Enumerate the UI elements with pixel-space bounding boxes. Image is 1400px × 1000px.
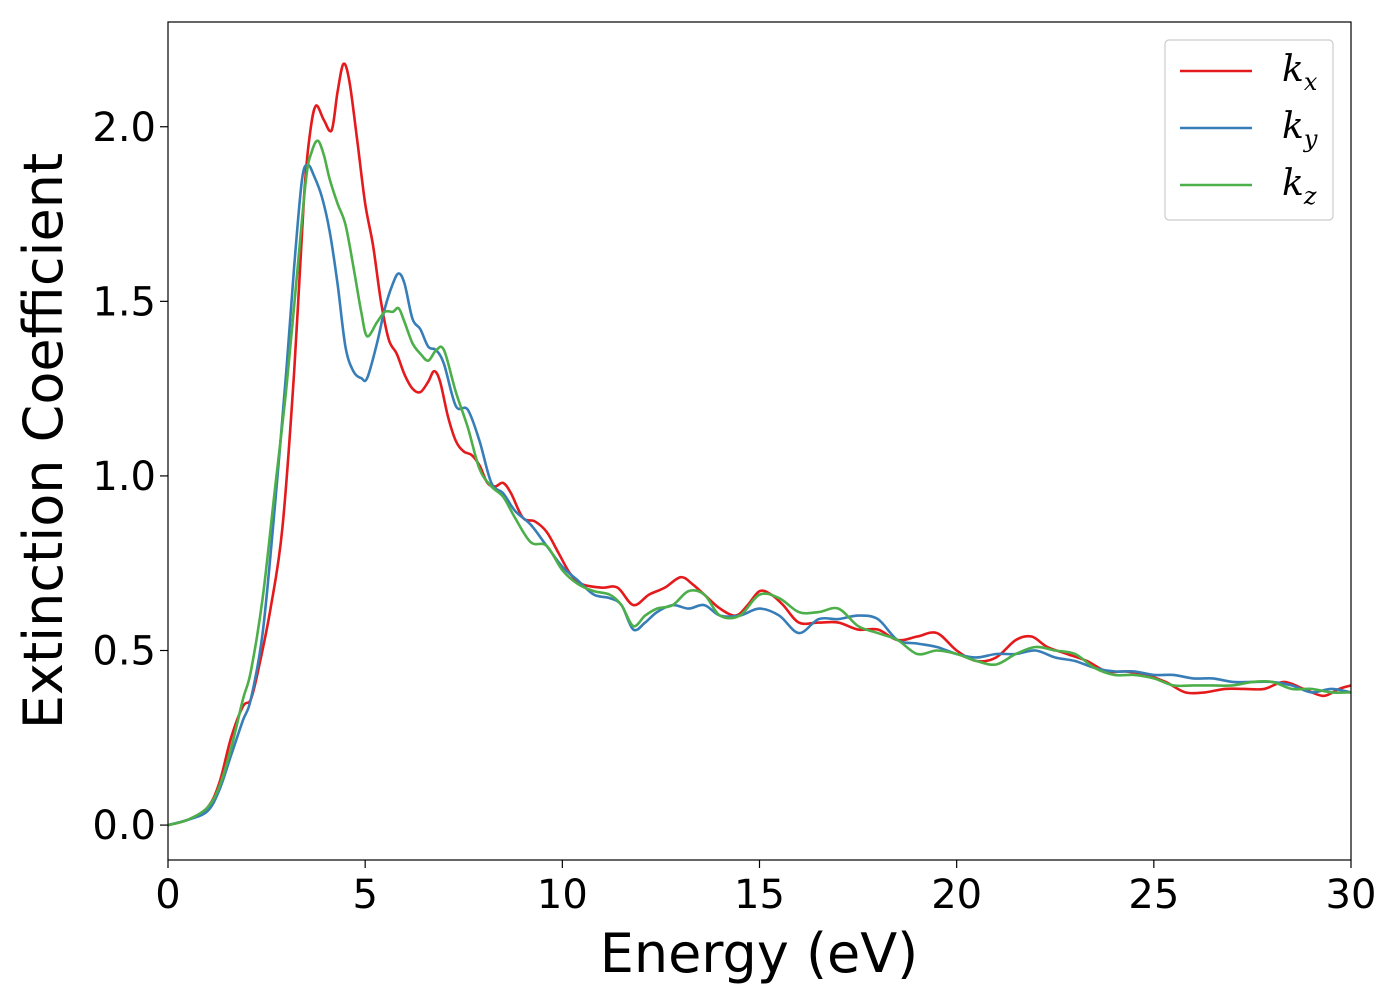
- legend-label-kz: kz: [1282, 163, 1317, 210]
- x-axis-title: Energy (eV): [600, 922, 919, 985]
- x-axis: 0 5 10 15 20 25 30: [155, 860, 1376, 918]
- y-tick-label: 0.0: [92, 803, 156, 849]
- x-tick-label: 30: [1326, 872, 1377, 918]
- y-tick-label: 0.5: [92, 629, 156, 675]
- series-layer: [168, 62, 1351, 827]
- x-tick-label: 0: [155, 872, 180, 918]
- x-tick-label: 15: [734, 872, 785, 918]
- y-axis: 0.0 0.5 1.0 1.5 2.0: [92, 105, 168, 849]
- legend-box: [1164, 39, 1334, 221]
- series-line-ky: [168, 163, 1351, 827]
- series-line-kz: [168, 139, 1351, 827]
- y-tick-label: 1.5: [92, 279, 156, 325]
- y-tick-label: 2.0: [92, 105, 156, 151]
- legend-label-kx: kx: [1282, 49, 1318, 96]
- x-tick-label: 25: [1128, 872, 1179, 918]
- legend-label-ky: ky: [1282, 106, 1318, 153]
- y-axis-title: Extinction Coefficient: [12, 153, 75, 729]
- legend: kx ky kz: [1164, 39, 1334, 221]
- x-tick-label: 20: [931, 872, 982, 918]
- y-tick-label: 1.0: [92, 454, 156, 500]
- x-tick-label: 5: [352, 872, 377, 918]
- x-tick-label: 10: [537, 872, 588, 918]
